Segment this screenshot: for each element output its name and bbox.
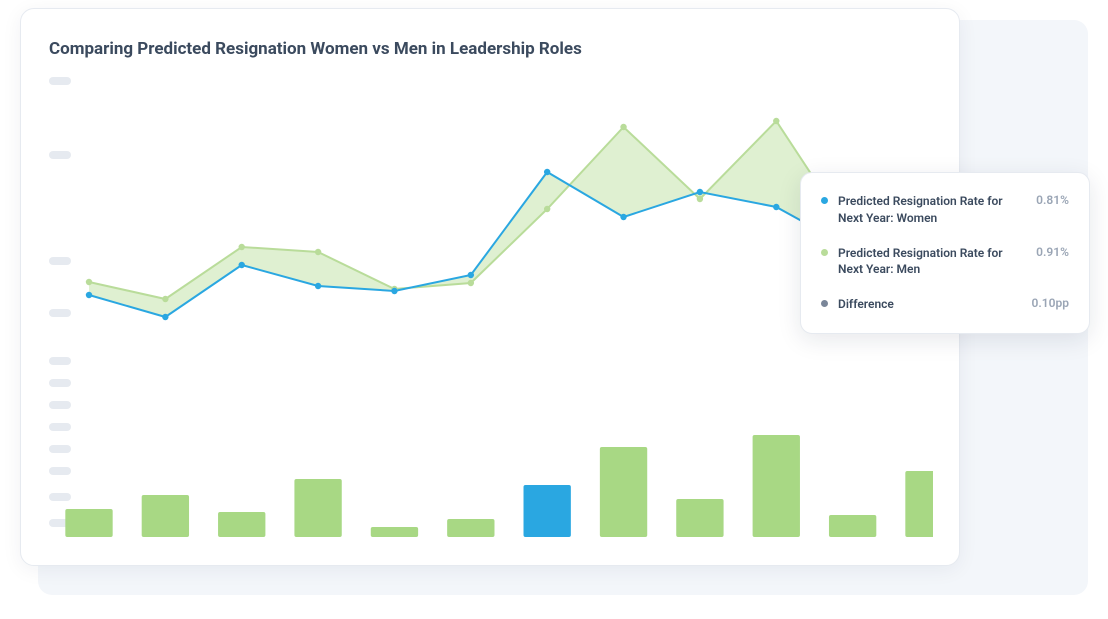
legend-dot-women xyxy=(821,197,828,204)
chart-area xyxy=(49,77,931,537)
men-marker xyxy=(697,196,703,202)
legend-value-men: 0.91% xyxy=(1036,245,1069,259)
legend-card: Predicted Resignation Rate for Next Year… xyxy=(800,172,1090,334)
legend-label-diff: Difference xyxy=(838,296,894,313)
women-marker xyxy=(544,169,550,175)
women-marker xyxy=(773,204,779,210)
diff-bar xyxy=(676,499,723,537)
women-marker xyxy=(697,189,703,195)
legend-value-women: 0.81% xyxy=(1036,193,1069,207)
men-marker xyxy=(468,280,474,286)
men-marker xyxy=(620,124,626,130)
legend-row-diff: Difference 0.10pp xyxy=(821,296,1069,313)
men-marker xyxy=(86,279,92,285)
women-marker xyxy=(162,314,168,320)
women-marker xyxy=(468,272,474,278)
men-marker xyxy=(315,249,321,255)
diff-bar xyxy=(294,479,341,537)
women-marker xyxy=(391,288,397,294)
men-marker xyxy=(239,244,245,250)
diff-bar xyxy=(447,519,494,537)
legend-dot-diff xyxy=(821,300,828,307)
diff-bar xyxy=(371,527,418,537)
women-marker xyxy=(239,262,245,268)
men-marker xyxy=(544,206,550,212)
diff-bar xyxy=(600,447,647,537)
chart-title: Comparing Predicted Resignation Women vs… xyxy=(49,39,931,59)
women-marker xyxy=(315,283,321,289)
diff-bar xyxy=(829,515,876,537)
diff-bar xyxy=(218,512,265,537)
legend-row-men: Predicted Resignation Rate for Next Year… xyxy=(821,245,1069,279)
diff-bar xyxy=(524,485,571,537)
men-marker xyxy=(773,118,779,124)
legend-row-women: Predicted Resignation Rate for Next Year… xyxy=(821,193,1069,227)
legend-label-women: Predicted Resignation Rate for Next Year… xyxy=(838,193,1003,227)
diff-bar xyxy=(905,471,933,537)
diff-bar xyxy=(65,509,112,537)
women-marker xyxy=(620,214,626,220)
legend-label-men: Predicted Resignation Rate for Next Year… xyxy=(838,245,1003,279)
legend-dot-men xyxy=(821,249,828,256)
diff-bar xyxy=(753,435,800,537)
women-marker xyxy=(86,292,92,298)
diff-bar xyxy=(142,495,189,537)
men-marker xyxy=(162,296,168,302)
legend-value-diff: 0.10pp xyxy=(1032,296,1069,310)
